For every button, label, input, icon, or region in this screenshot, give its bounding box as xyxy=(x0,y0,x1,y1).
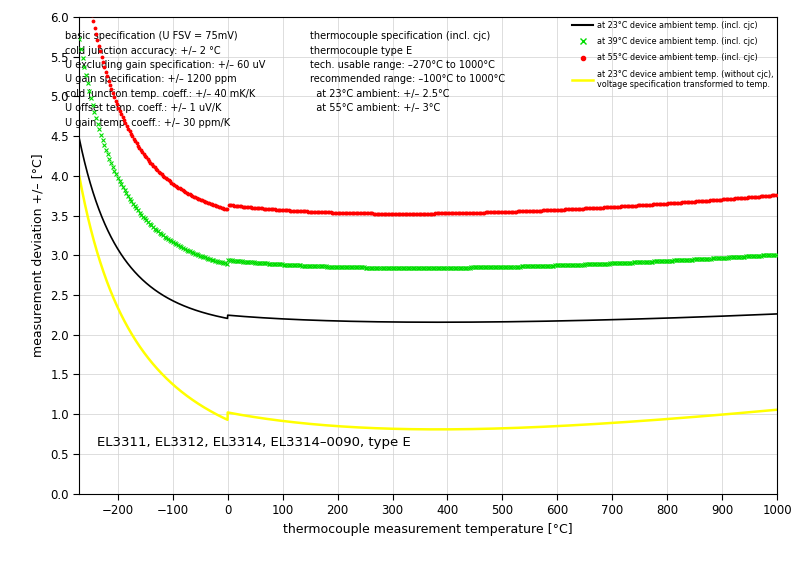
X-axis label: thermocouple measurement temperature [°C]: thermocouple measurement temperature [°C… xyxy=(283,523,573,536)
Legend: at 23°C device ambient temp. (incl. cjc), at 39°C device ambient temp. (incl. cj: at 23°C device ambient temp. (incl. cjc)… xyxy=(573,21,773,89)
Text: basic specification (U FSV = 75mV)
cold junction accuracy: +/– 2 °C
U excluding : basic specification (U FSV = 75mV) cold … xyxy=(65,31,266,127)
Text: EL3311, EL3312, EL3314, EL3314–0090, type E: EL3311, EL3312, EL3314, EL3314–0090, typ… xyxy=(97,436,411,449)
Text: thermocouple specification (incl. cjc)
thermocouple type E
tech. usable range: –: thermocouple specification (incl. cjc) t… xyxy=(309,31,504,113)
Y-axis label: measurement deviation +/– [°C]: measurement deviation +/– [°C] xyxy=(32,154,44,357)
